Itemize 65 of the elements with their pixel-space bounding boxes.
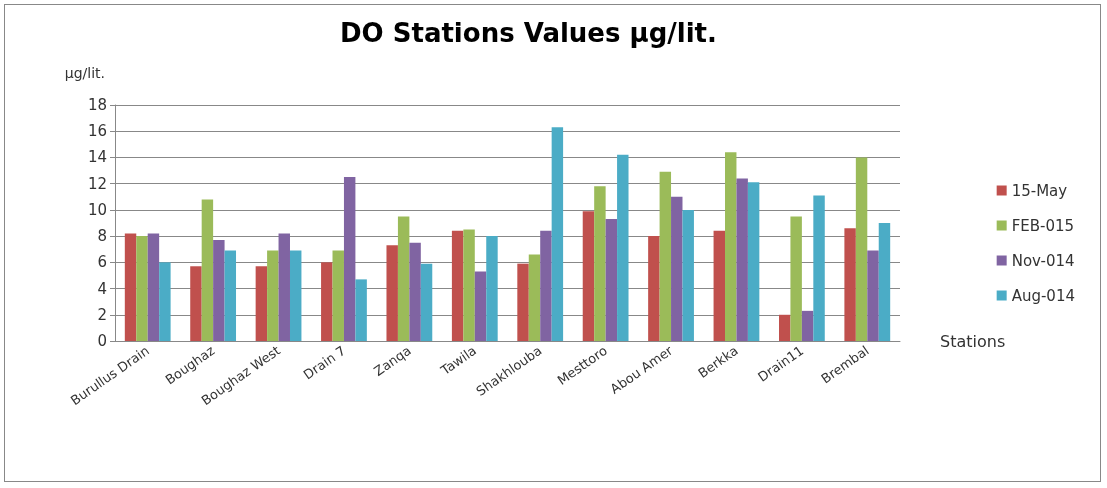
bar bbox=[355, 279, 367, 341]
bar bbox=[540, 230, 552, 341]
bar bbox=[844, 228, 856, 341]
bar bbox=[594, 186, 606, 341]
y-tick-label: 0 bbox=[97, 332, 107, 350]
legend-label: 15-May bbox=[1011, 181, 1068, 200]
bar bbox=[486, 236, 498, 341]
bar bbox=[159, 262, 171, 341]
y-tick-label: 8 bbox=[97, 227, 107, 246]
bar bbox=[878, 223, 891, 341]
y-tick-label: 6 bbox=[97, 253, 107, 272]
bar bbox=[867, 250, 879, 341]
bar bbox=[790, 216, 802, 341]
y-tick-label: 14 bbox=[87, 148, 107, 167]
y-tick-label: 4 bbox=[97, 279, 107, 298]
bar bbox=[855, 157, 868, 341]
bar bbox=[124, 233, 137, 341]
bar bbox=[224, 250, 237, 341]
bar bbox=[682, 209, 694, 341]
chart-title: DO Stations Values µg/lit. bbox=[340, 18, 717, 48]
bar bbox=[801, 310, 814, 341]
bar bbox=[190, 266, 202, 341]
bar bbox=[201, 199, 214, 341]
bar bbox=[136, 236, 148, 341]
y-axis-title: µg/lit. bbox=[64, 65, 105, 81]
bar bbox=[725, 152, 737, 341]
bar bbox=[267, 250, 279, 341]
bar bbox=[747, 182, 760, 341]
bar bbox=[332, 250, 344, 341]
bar bbox=[397, 216, 410, 341]
bar bbox=[605, 219, 618, 341]
bar bbox=[617, 154, 629, 341]
y-tick-label: 16 bbox=[87, 122, 107, 141]
y-tick-label: 10 bbox=[87, 200, 107, 219]
bar bbox=[451, 230, 464, 341]
y-tick-label: 18 bbox=[87, 96, 107, 114]
y-tick-label: 2 bbox=[97, 305, 107, 324]
bar bbox=[517, 263, 529, 341]
bar bbox=[551, 127, 564, 341]
bar bbox=[213, 240, 225, 341]
bar bbox=[463, 229, 475, 341]
bar bbox=[147, 233, 160, 341]
bar bbox=[420, 263, 433, 341]
bar bbox=[289, 250, 302, 341]
bar bbox=[736, 178, 748, 341]
x-axis-title: Stations bbox=[940, 331, 1006, 351]
legend-label: Nov-014 bbox=[1011, 251, 1075, 270]
bar bbox=[343, 177, 356, 341]
bar bbox=[386, 245, 398, 341]
bar bbox=[528, 254, 541, 341]
legend-label: Aug-014 bbox=[1011, 286, 1076, 305]
bar bbox=[582, 211, 595, 341]
bar bbox=[278, 233, 290, 341]
bar bbox=[713, 230, 726, 341]
legend-label: FEB-015 bbox=[1011, 216, 1075, 235]
bar bbox=[659, 171, 672, 341]
bar bbox=[409, 242, 421, 341]
y-tick-label: 12 bbox=[87, 174, 107, 193]
bar bbox=[813, 195, 825, 341]
bar bbox=[648, 236, 660, 341]
bar bbox=[321, 262, 333, 341]
bar bbox=[474, 271, 487, 341]
bar bbox=[778, 314, 791, 341]
bar bbox=[671, 196, 683, 341]
bar bbox=[255, 266, 268, 341]
